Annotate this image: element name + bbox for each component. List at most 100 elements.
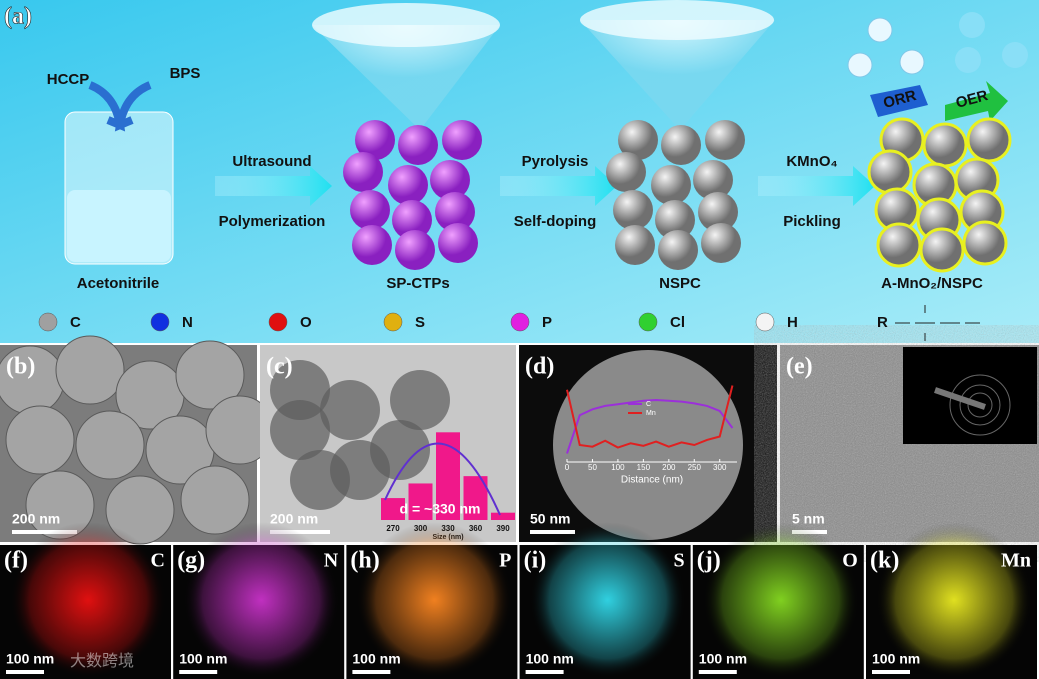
histogram-tick-label: 360: [469, 524, 483, 533]
profile-line: [566, 398, 734, 454]
scale-bar-label: 100 nm: [526, 651, 574, 667]
sphere: [698, 192, 738, 232]
element-label: O: [842, 550, 858, 572]
sphere: [352, 225, 392, 265]
scale-bar-label: 100 nm: [179, 651, 227, 667]
panel-label: (a): [4, 4, 32, 30]
sphere: [430, 160, 470, 200]
solution: [67, 190, 171, 262]
solvent: Acetonitrile: [77, 275, 160, 292]
x-axis-label: Distance (nm): [621, 475, 683, 486]
element-map: [702, 522, 859, 678]
sphere: [350, 190, 390, 230]
scale-bar-label: 100 nm: [352, 651, 400, 667]
water-drop: [867, 17, 893, 43]
element-map: [10, 522, 166, 678]
saed-inset: [903, 347, 1037, 444]
sphere: [606, 152, 646, 192]
sphere: [962, 220, 1008, 266]
legend-atom: [510, 312, 530, 332]
watermark: 大数跨境: [70, 651, 134, 670]
sphere: [618, 120, 658, 160]
sphere: [392, 200, 432, 240]
oer-arrow: [945, 81, 1008, 121]
sphere: [693, 160, 733, 200]
particle: [390, 370, 450, 430]
panel-label: (h): [350, 548, 379, 574]
sphere: [388, 165, 428, 205]
element-map: [529, 522, 686, 678]
element-label: N: [324, 550, 339, 572]
legend-atom: [755, 312, 775, 332]
legend-label: C: [646, 401, 651, 408]
particle: [175, 340, 245, 410]
process-arrow: [500, 166, 617, 206]
panel-label: (k): [870, 548, 899, 574]
orr-arrow: [870, 85, 928, 117]
panel-label: (d): [525, 354, 554, 380]
element-label: Mn: [1001, 550, 1031, 572]
histogram-tick-label: 270: [386, 524, 400, 533]
panel-label: (i): [524, 548, 547, 574]
product: SP-CTPs: [386, 275, 449, 292]
element-map: [183, 522, 340, 678]
element-label: C: [151, 550, 165, 572]
addition-arrows: [88, 81, 152, 132]
panel-label: (c): [266, 354, 293, 380]
sphere: [438, 223, 478, 263]
fit-curve: [384, 442, 501, 516]
particle: [180, 465, 250, 535]
sphere: [922, 122, 968, 168]
oxygen-bubble: [959, 12, 985, 38]
legend-atom: [150, 312, 170, 332]
legend-label: Mn: [646, 410, 656, 417]
x-tick-label: 300: [713, 463, 727, 472]
cone-top: [580, 0, 774, 40]
sphere: [615, 225, 655, 265]
process-arrow: [215, 166, 332, 206]
panel-label: (e): [786, 354, 813, 380]
element-label: S: [673, 550, 684, 572]
sphere: [701, 223, 741, 263]
element-map: [876, 522, 1032, 678]
diffraction-ring: [949, 374, 1011, 436]
histogram-tick-label: 390: [496, 524, 510, 533]
histogram-bar: [408, 483, 433, 520]
x-tick-label: 100: [611, 463, 625, 472]
legend-label: H: [787, 314, 798, 331]
scale-bar-label: 5 nm: [792, 511, 825, 527]
legend-atom: [383, 312, 403, 332]
sphere: [343, 152, 383, 192]
legend-label: O: [300, 314, 312, 331]
sphere: [355, 120, 395, 160]
sphere: [655, 200, 695, 240]
x-tick-label: 50: [588, 463, 597, 472]
particle: [270, 360, 330, 420]
sphere: [876, 222, 922, 268]
step-label: Pickling: [783, 213, 841, 230]
water-drop: [847, 52, 873, 78]
x-tick-label: 200: [662, 463, 676, 472]
legend-label: S: [415, 314, 425, 331]
legend-label: R: [877, 314, 888, 331]
sphere: [613, 190, 653, 230]
precursor: HCCP: [47, 71, 90, 88]
particle: [75, 410, 145, 480]
x-tick-label: 250: [688, 463, 702, 472]
sphere: [442, 120, 482, 160]
scale-bar-label: 50 nm: [530, 511, 570, 527]
particle: [5, 405, 75, 475]
scale-bar-label: 200 nm: [12, 511, 60, 527]
oxygen-bubble: [955, 47, 981, 73]
legend-atom: [38, 312, 58, 332]
legend-atom: [638, 312, 658, 332]
diffraction-ring: [959, 384, 1001, 426]
step-label: Self-doping: [514, 213, 597, 230]
legend-label: C: [70, 314, 81, 331]
oxygen-bubble: [1002, 42, 1028, 68]
sphere: [398, 125, 438, 165]
element-map: [356, 522, 513, 678]
legend-atom: [268, 312, 288, 332]
histogram-annotation: d = ~330 nm: [400, 501, 481, 517]
